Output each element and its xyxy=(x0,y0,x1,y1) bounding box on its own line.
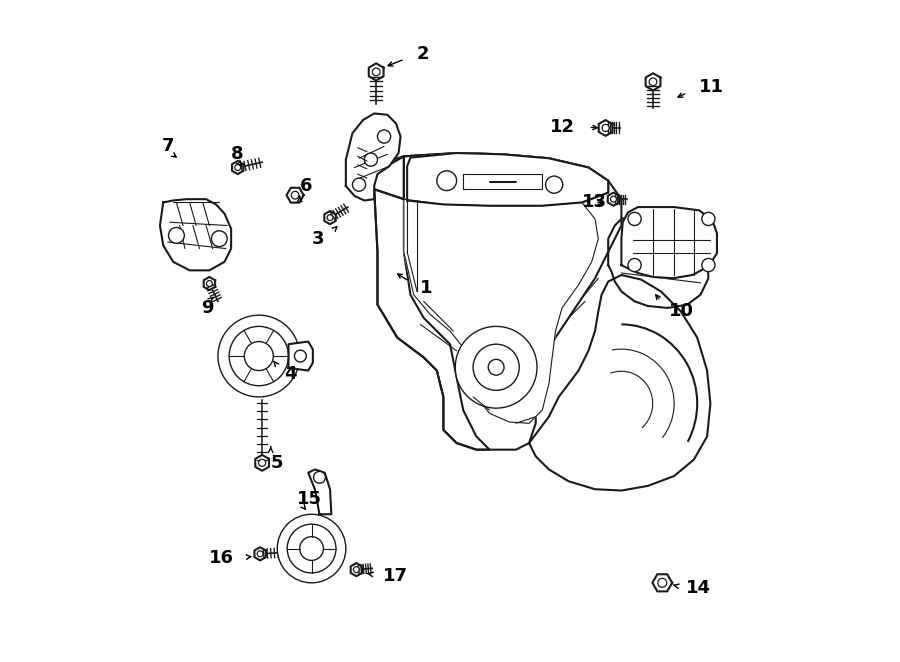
Polygon shape xyxy=(369,64,383,81)
Circle shape xyxy=(373,68,380,75)
Circle shape xyxy=(257,551,263,557)
Circle shape xyxy=(658,579,667,587)
Text: 1: 1 xyxy=(420,279,433,297)
Circle shape xyxy=(294,350,306,362)
Circle shape xyxy=(377,130,391,143)
Circle shape xyxy=(649,78,657,85)
Circle shape xyxy=(364,153,377,166)
Circle shape xyxy=(168,228,184,244)
Polygon shape xyxy=(529,275,710,491)
Polygon shape xyxy=(255,547,266,561)
Polygon shape xyxy=(652,574,672,591)
Polygon shape xyxy=(608,193,619,206)
Circle shape xyxy=(353,178,365,191)
Circle shape xyxy=(354,567,359,573)
Polygon shape xyxy=(598,120,612,136)
Polygon shape xyxy=(289,342,313,371)
Circle shape xyxy=(206,281,212,287)
Circle shape xyxy=(628,258,641,271)
Text: 16: 16 xyxy=(209,549,234,567)
Circle shape xyxy=(212,231,227,247)
Text: 12: 12 xyxy=(550,118,575,136)
Circle shape xyxy=(277,514,346,583)
Circle shape xyxy=(258,459,265,467)
Text: 8: 8 xyxy=(231,146,244,164)
Text: 4: 4 xyxy=(284,365,296,383)
Polygon shape xyxy=(351,563,362,576)
Polygon shape xyxy=(645,73,661,91)
Text: 7: 7 xyxy=(161,138,174,156)
Polygon shape xyxy=(374,153,621,449)
Polygon shape xyxy=(203,277,215,290)
Polygon shape xyxy=(324,211,336,224)
Text: 15: 15 xyxy=(297,490,322,508)
Circle shape xyxy=(300,537,323,561)
Circle shape xyxy=(602,124,609,132)
Circle shape xyxy=(545,176,562,193)
Polygon shape xyxy=(286,188,303,203)
Text: 11: 11 xyxy=(699,78,725,96)
Text: 6: 6 xyxy=(300,177,312,195)
Circle shape xyxy=(455,326,537,408)
Polygon shape xyxy=(232,161,243,174)
Polygon shape xyxy=(404,199,598,423)
Circle shape xyxy=(218,315,300,397)
Polygon shape xyxy=(346,113,400,201)
Text: 3: 3 xyxy=(312,230,325,248)
Circle shape xyxy=(292,191,299,199)
Circle shape xyxy=(610,196,616,202)
Text: 17: 17 xyxy=(382,567,408,585)
Polygon shape xyxy=(160,199,231,270)
Circle shape xyxy=(473,344,519,391)
Text: 5: 5 xyxy=(271,454,284,472)
Polygon shape xyxy=(608,216,708,308)
Polygon shape xyxy=(364,153,608,206)
Circle shape xyxy=(628,213,641,226)
Text: 14: 14 xyxy=(686,579,711,597)
Circle shape xyxy=(702,258,715,271)
Text: 13: 13 xyxy=(581,193,607,211)
Circle shape xyxy=(313,471,326,483)
Circle shape xyxy=(235,165,240,171)
Polygon shape xyxy=(364,156,490,449)
Polygon shape xyxy=(256,455,269,471)
Circle shape xyxy=(244,342,274,371)
Text: 9: 9 xyxy=(201,299,213,317)
Polygon shape xyxy=(621,207,717,278)
Text: 10: 10 xyxy=(669,303,694,320)
Circle shape xyxy=(702,213,715,226)
Circle shape xyxy=(436,171,456,191)
Text: 2: 2 xyxy=(417,45,429,63)
Circle shape xyxy=(488,359,504,375)
Polygon shape xyxy=(309,469,331,514)
Polygon shape xyxy=(407,153,608,206)
Circle shape xyxy=(327,214,333,220)
